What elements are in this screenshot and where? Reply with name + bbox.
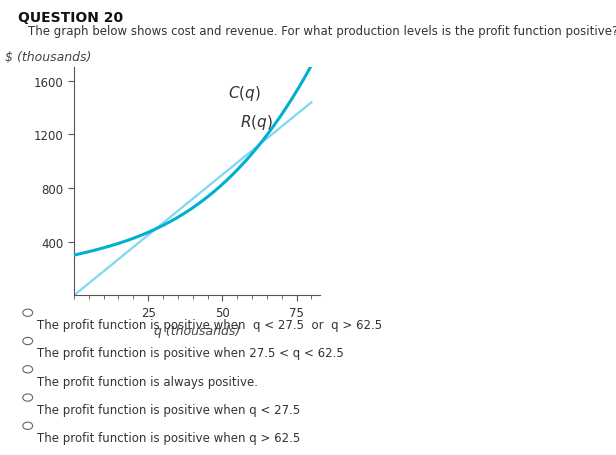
- Text: The profit function is positive when q > 62.5: The profit function is positive when q >…: [37, 431, 300, 445]
- Text: The profit function is positive when 27.5 < q < 62.5: The profit function is positive when 27.…: [37, 347, 344, 360]
- Text: $R(q)$: $R(q)$: [240, 112, 273, 131]
- Text: The graph below shows cost and revenue. For what production levels is the profit: The graph below shows cost and revenue. …: [28, 25, 616, 38]
- Text: The profit function is positive when q < 27.5: The profit function is positive when q <…: [37, 403, 300, 416]
- Text: The profit function is always positive.: The profit function is always positive.: [37, 375, 258, 388]
- X-axis label: q (thousands): q (thousands): [154, 325, 240, 338]
- Text: The profit function is positive when  q < 27.5  or  q > 62.5: The profit function is positive when q <…: [37, 318, 382, 332]
- Text: $ (thousands): $ (thousands): [5, 51, 91, 64]
- Text: QUESTION 20: QUESTION 20: [18, 11, 124, 25]
- Text: $C(q)$: $C(q)$: [229, 84, 261, 103]
